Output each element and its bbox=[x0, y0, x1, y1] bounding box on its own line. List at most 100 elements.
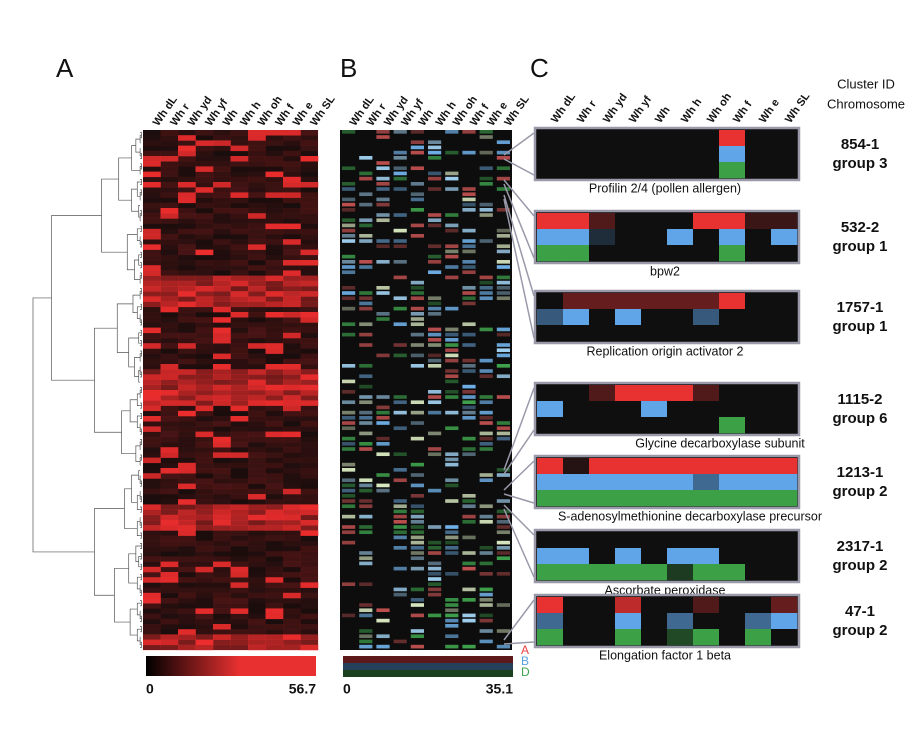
heat-cell bbox=[300, 130, 319, 136]
heat-cell bbox=[376, 135, 390, 139]
heat-cell bbox=[143, 166, 161, 172]
heat-cell bbox=[160, 504, 179, 510]
heat-cell bbox=[283, 192, 301, 198]
heat-cell bbox=[342, 483, 356, 488]
heat-cell bbox=[359, 260, 373, 264]
heat-cell bbox=[266, 619, 284, 625]
heat-cell bbox=[178, 286, 196, 292]
heat-cell bbox=[231, 166, 249, 172]
heat-cell bbox=[213, 187, 231, 193]
cluster-cell bbox=[589, 548, 616, 565]
heat-cell bbox=[410, 462, 424, 467]
heat-cell bbox=[178, 514, 196, 521]
heat-cell bbox=[300, 462, 319, 469]
heat-cell bbox=[213, 166, 231, 172]
heat-cell bbox=[359, 296, 373, 301]
heat-cell bbox=[143, 146, 161, 152]
cluster-cell bbox=[693, 293, 720, 310]
heat-cell bbox=[410, 587, 424, 592]
cluster-cell bbox=[563, 385, 590, 402]
heat-cell bbox=[462, 343, 476, 347]
heat-cell bbox=[283, 452, 301, 458]
gene-name: Replication origin activator 2 bbox=[586, 344, 743, 358]
heat-cell bbox=[283, 369, 301, 375]
heat-cell bbox=[143, 348, 161, 354]
heat-cell bbox=[178, 457, 196, 464]
heat-cell bbox=[283, 416, 301, 422]
heat-cell bbox=[230, 431, 249, 438]
heat-cell bbox=[342, 291, 356, 295]
cluster-cell bbox=[537, 146, 564, 163]
heat-cell bbox=[178, 421, 196, 427]
heat-cell bbox=[342, 410, 356, 415]
cluster-cell bbox=[563, 490, 590, 507]
colorbar bbox=[146, 656, 316, 676]
heat-cell bbox=[359, 384, 373, 389]
heat-cell bbox=[160, 317, 179, 323]
heat-cell bbox=[283, 613, 301, 620]
heat-cell bbox=[160, 374, 179, 380]
cluster-cell bbox=[693, 146, 720, 163]
heat-cell bbox=[445, 353, 459, 358]
heat-cell bbox=[213, 644, 231, 651]
heat-cell bbox=[462, 395, 476, 399]
heat-cell bbox=[248, 530, 266, 536]
cluster-cell bbox=[537, 245, 564, 262]
heat-cell bbox=[496, 327, 510, 332]
heat-cell bbox=[393, 509, 407, 514]
heat-cell bbox=[265, 551, 284, 557]
heat-cell bbox=[248, 618, 266, 625]
heat-cell bbox=[143, 338, 161, 344]
heat-cell bbox=[230, 561, 249, 568]
cluster-cell bbox=[745, 401, 772, 418]
cluster-cell bbox=[537, 309, 564, 326]
heat-cell bbox=[195, 338, 214, 344]
heat-cell bbox=[283, 514, 301, 521]
heat-cell bbox=[462, 322, 476, 327]
heat-cell bbox=[479, 618, 493, 623]
heat-cell bbox=[248, 166, 266, 172]
heat-cell bbox=[445, 265, 459, 269]
cluster-cell bbox=[563, 474, 590, 491]
heat-cell bbox=[213, 369, 231, 375]
heat-cell bbox=[231, 473, 249, 479]
heat-cell bbox=[445, 499, 459, 503]
heat-cell bbox=[265, 338, 284, 344]
heat-cell bbox=[283, 364, 301, 370]
heat-cell bbox=[178, 400, 196, 406]
cluster-cell bbox=[615, 613, 642, 630]
heat-cell bbox=[266, 146, 284, 152]
heat-cell bbox=[230, 598, 249, 604]
heat-cell bbox=[161, 494, 179, 500]
heat-cell bbox=[213, 400, 231, 406]
cluster-cell bbox=[693, 564, 720, 581]
heat-cell bbox=[410, 603, 424, 607]
heat-cell bbox=[248, 587, 266, 594]
heat-cell bbox=[160, 145, 179, 152]
heat-cell bbox=[496, 431, 510, 436]
heat-cell bbox=[301, 187, 319, 193]
cluster-cell bbox=[719, 385, 746, 402]
heat-cell bbox=[496, 249, 510, 254]
heat-cell bbox=[359, 301, 373, 306]
cluster-cell bbox=[641, 490, 668, 507]
heat-cell bbox=[265, 587, 284, 594]
heat-cell bbox=[359, 239, 373, 243]
heat-cell bbox=[248, 280, 266, 287]
heat-cell bbox=[376, 218, 390, 223]
heat-cell bbox=[213, 390, 231, 396]
heat-cell bbox=[265, 254, 284, 261]
heat-cell bbox=[359, 364, 373, 368]
heat-cell bbox=[393, 296, 407, 301]
heat-cell bbox=[410, 546, 424, 550]
heat-cell bbox=[248, 410, 266, 417]
heat-cell bbox=[143, 592, 161, 599]
heat-cell bbox=[213, 234, 231, 240]
heat-cell bbox=[300, 452, 319, 458]
heat-cell bbox=[160, 244, 179, 250]
heat-cell bbox=[160, 639, 179, 646]
heat-cell bbox=[230, 301, 249, 308]
heat-cell bbox=[479, 478, 493, 483]
heat-cell bbox=[230, 379, 249, 386]
heat-cell bbox=[213, 426, 231, 432]
